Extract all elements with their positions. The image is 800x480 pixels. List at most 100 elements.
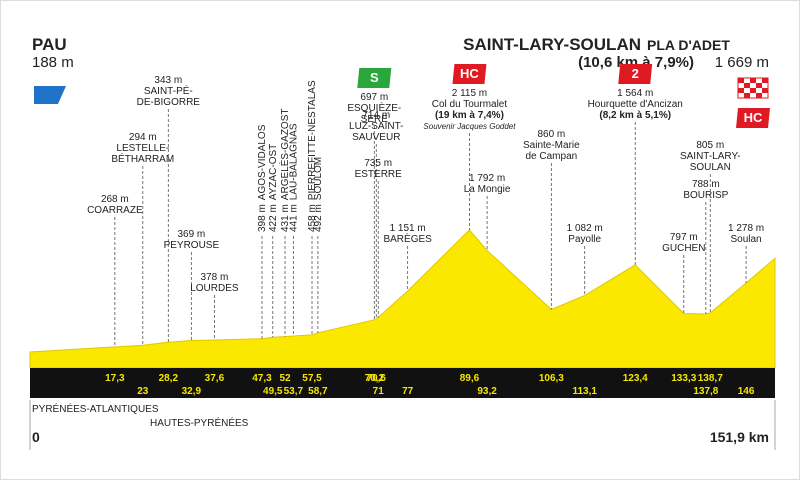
waypoint-name: SAUVEUR [352, 132, 400, 143]
waypoint-altitude: 369 m [177, 229, 205, 240]
waypoint-name: DE-BIGORRE [137, 97, 201, 108]
climb-note: Souvenir Jacques Goddet [423, 122, 516, 131]
waypoint-label: 458 m PIERREFITTE-NESTALAS [307, 80, 318, 232]
badge-shape [618, 64, 653, 84]
department: HAUTES-PYRÉNÉES [150, 416, 249, 429]
waypoint-altitude: 431 m [280, 204, 291, 232]
waypoint-altitude: 788 m [692, 179, 720, 190]
profile-area [29, 229, 776, 369]
flag-square [744, 83, 750, 88]
waypoint-altitude: 1 792 m [469, 173, 505, 184]
waypoint-altitude: 378 m [201, 272, 229, 283]
km-label: 52 [279, 373, 291, 384]
badge-shape [357, 68, 392, 88]
km-label: 113,1 [572, 386, 597, 397]
waypoint-name: LUZ-SAINT- [349, 121, 403, 132]
km-label: 47,3 [252, 373, 272, 384]
category-badge: S [357, 68, 392, 88]
km-label: 146 [738, 386, 755, 397]
waypoint-altitude: 294 m [129, 132, 157, 143]
km-label: 138,7 [698, 373, 723, 384]
waypoint-name: COARRAZE [87, 205, 143, 216]
badge-shape [736, 108, 770, 128]
start-name: PAU [32, 35, 67, 54]
department: PYRÉNÉES-ATLANTIQUES [32, 402, 159, 415]
finish-km: 151,9 km [710, 429, 769, 445]
waypoint-name: Soulan [730, 234, 761, 245]
flag-square [756, 93, 762, 98]
flag-square [744, 93, 750, 98]
waypoint-label: 398 m AGOS-VIDALOS [257, 124, 268, 232]
km-label: 57,5 [302, 373, 322, 384]
category-badge: 2 [618, 64, 653, 84]
waypoint-altitude: 492 m [313, 204, 324, 232]
waypoint-altitude: 805 m [696, 140, 724, 151]
waypoint-altitude: 268 m [101, 194, 129, 205]
flag-square [762, 93, 768, 98]
waypoint-name: AYZAC-OST [268, 144, 279, 200]
km-label: 70,6 [367, 373, 387, 384]
km-label: 89,6 [460, 373, 480, 384]
waypoint-label: 441 m LAU-BALAGNAS [288, 123, 299, 232]
flag-square [762, 83, 768, 88]
waypoint-altitude: 458 m [307, 204, 318, 232]
waypoint-name: SAINT-LARY- [680, 151, 741, 162]
km-label: 32,9 [182, 386, 202, 397]
waypoint-name: PIERREFITTE-NESTALAS [307, 80, 318, 200]
flag-square [756, 83, 762, 88]
category-badge: HC [452, 64, 487, 84]
km-label: 49,5 [263, 386, 283, 397]
km-label: 123,4 [623, 373, 648, 384]
waypoint-name: PEYROUSE [164, 240, 220, 251]
flag-square [750, 83, 756, 88]
badge-label: 2 [632, 66, 639, 81]
climb-info: (8,2 km à 5,1%) [599, 110, 671, 121]
waypoint-altitude: 1 278 m [728, 223, 764, 234]
flag-border [737, 77, 769, 99]
waypoint-altitude: 441 m [288, 204, 299, 232]
km-label: 93,2 [477, 386, 497, 397]
km-label: 106,3 [539, 373, 564, 384]
waypoint-altitude: 797 m [670, 232, 698, 243]
km-label: 77 [402, 386, 414, 397]
km-label: 53,7 [284, 386, 304, 397]
waypoint-name: ARGELÈS-GAZOST [278, 109, 291, 201]
waypoint-name: ESQUIÈZE- [347, 101, 401, 114]
km-label: 137,8 [693, 386, 718, 397]
waypoint-name: BOURISP [683, 190, 728, 201]
km-label: 28,2 [159, 373, 179, 384]
waypoint-name: de Campan [526, 151, 578, 162]
waypoint-name: Payolle [568, 234, 601, 245]
finish-name: SAINT-LARY-SOULAN [463, 35, 641, 54]
waypoint-label: 492 m SOULOM [313, 157, 324, 232]
waypoint-name: SERE [361, 114, 389, 125]
waypoint-name: LESTELLE- [116, 143, 169, 154]
waypoint-name: LOURDES [190, 283, 239, 294]
waypoint-name: Sainte-Marie [523, 140, 580, 151]
flag-square [738, 93, 744, 98]
badge-shape [452, 64, 487, 84]
flag-square [738, 78, 744, 83]
flag-square [744, 78, 750, 83]
waypoint-altitude: 714 m [362, 110, 390, 121]
waypoint-name: LAU-BALAGNAS [288, 123, 299, 200]
flag-square [750, 88, 756, 93]
km-label: 58,7 [308, 386, 328, 397]
badge-label: S [370, 70, 379, 85]
km-label: 133,3 [671, 373, 696, 384]
flag-square [738, 83, 744, 88]
waypoint-altitude: 697 m [360, 92, 388, 103]
waypoint-label: 422 m AYZAC-OST [268, 144, 279, 232]
waypoint-altitude: 1 151 m [390, 223, 426, 234]
badge-label: HC [460, 66, 479, 81]
waypoint-label: 431 m ARGELÈS-GAZOST [278, 109, 291, 232]
flag-square [762, 78, 768, 83]
badge-label: HC [744, 110, 763, 125]
flag-square [762, 88, 768, 93]
waypoint-name: BÉTHARRAM [111, 152, 174, 165]
finish-altitude: 1 669 m [715, 54, 769, 71]
flag-square [750, 93, 756, 98]
waypoint-name: BARÈGES [383, 232, 432, 245]
